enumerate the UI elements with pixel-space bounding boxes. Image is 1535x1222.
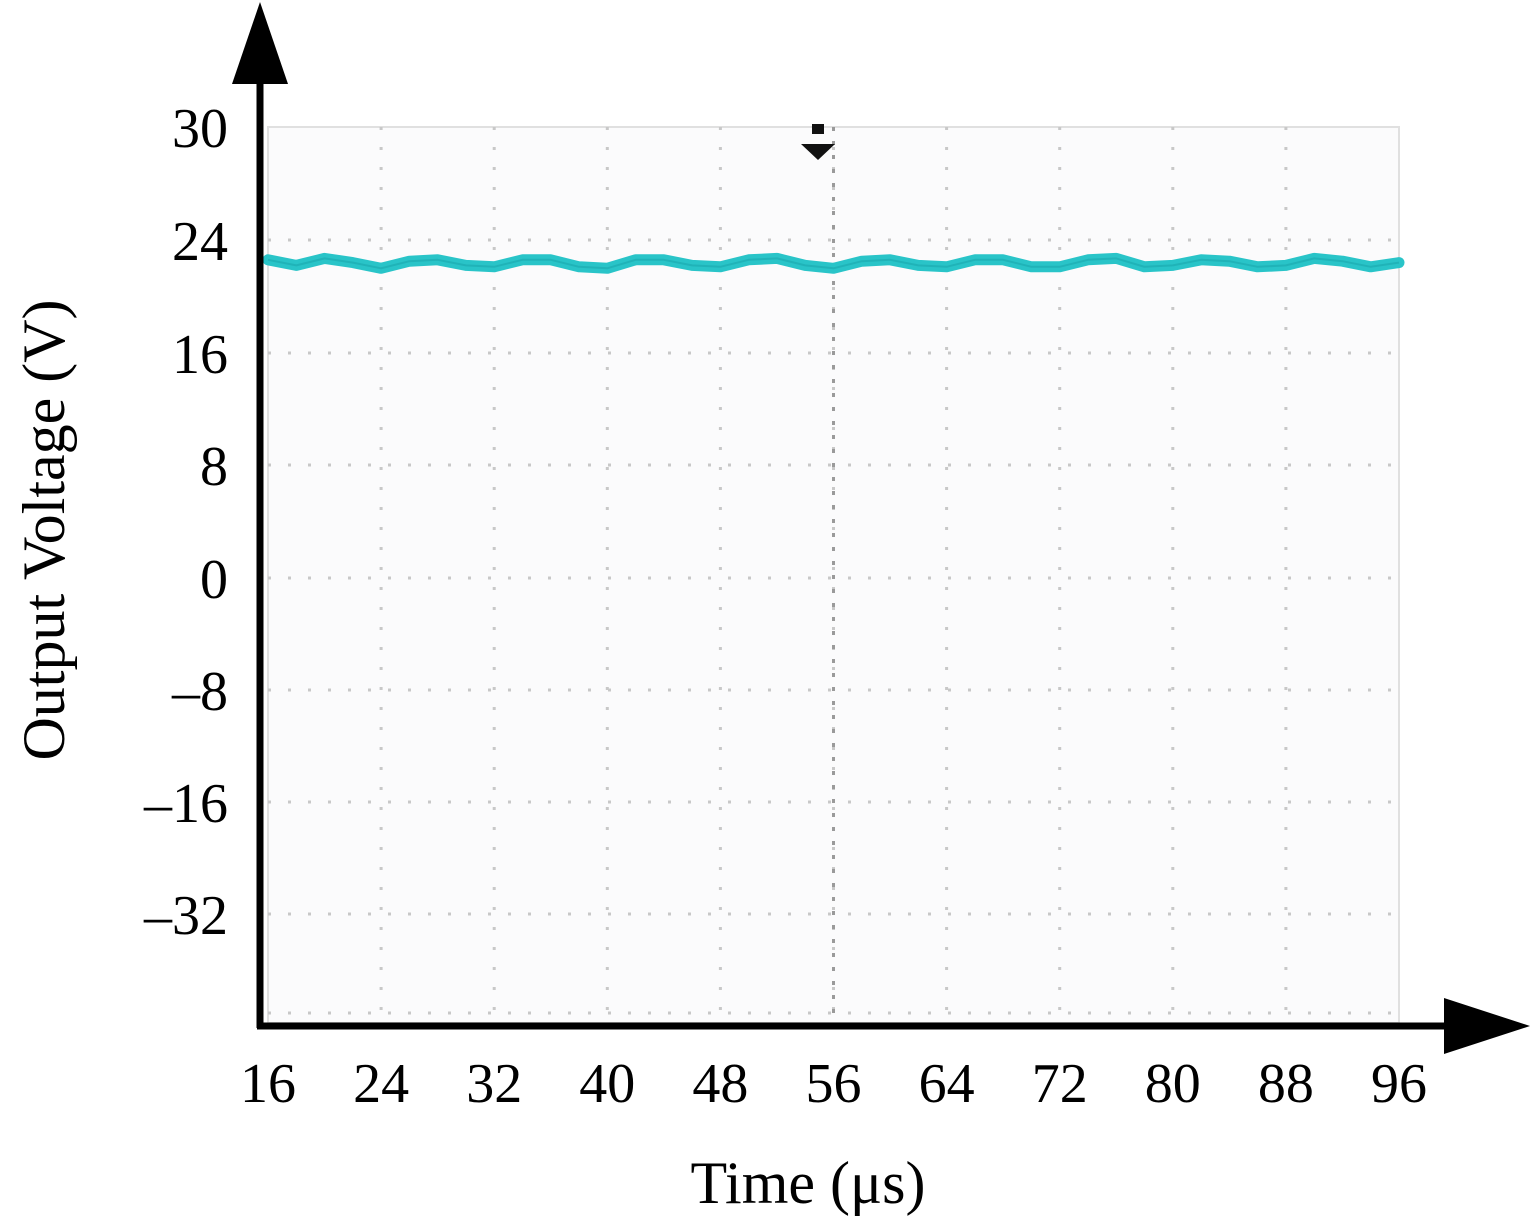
x-tick-label: 56 [806,1053,862,1115]
y-tick-label: 8 [200,436,228,498]
y-tick-label: 30 [172,98,228,160]
x-tick-label: 96 [1371,1053,1427,1115]
y-tick-label: 16 [172,324,228,386]
y-tick-label: 0 [200,549,228,611]
grid [268,127,1399,1023]
y-tick-label: –16 [143,773,228,835]
series-trace [262,252,1405,274]
x-tick-labels: 16 24 32 40 48 56 64 72 80 88 96 [240,1053,1427,1115]
y-tick-label: 24 [172,211,228,273]
x-tick-label: 48 [692,1053,748,1115]
trigger-marker-icon [801,124,835,160]
y-axis-arrow-icon [232,2,288,84]
x-axis-arrow-icon [1444,998,1530,1054]
y-tick-label: –8 [171,661,228,723]
x-tick-label: 16 [240,1053,296,1115]
x-tick-label: 88 [1258,1053,1314,1115]
x-tick-label: 32 [466,1053,522,1115]
x-tick-label: 24 [353,1053,409,1115]
x-tick-label: 40 [579,1053,635,1115]
x-axis-title: Time (μs) [691,1150,926,1216]
x-tick-label: 80 [1145,1053,1201,1115]
y-axis-title: Output Voltage (V) [11,299,77,760]
y-tick-label: –32 [143,885,228,947]
x-tick-label: 64 [919,1053,975,1115]
series-line-core [267,257,1400,270]
x-tick-label: 72 [1032,1053,1088,1115]
y-tick-labels: 30 24 16 8 0 –8 –16 –32 [143,98,228,947]
